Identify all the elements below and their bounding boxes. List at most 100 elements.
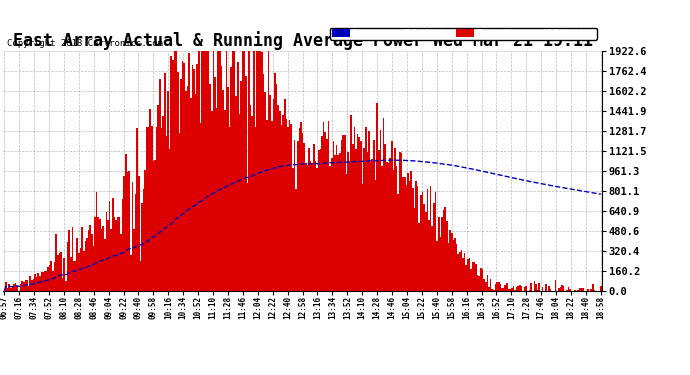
Bar	[90, 225, 91, 291]
Bar	[509, 289, 511, 291]
Bar	[235, 96, 237, 291]
Bar	[360, 141, 362, 291]
Bar	[319, 148, 322, 291]
Bar	[418, 224, 420, 291]
Bar	[251, 116, 253, 291]
Bar	[245, 76, 246, 291]
Bar	[286, 119, 287, 291]
Bar	[569, 289, 571, 291]
Bar	[97, 217, 99, 291]
Bar	[198, 51, 199, 291]
Bar	[164, 73, 166, 291]
Bar	[139, 261, 141, 291]
Bar	[19, 285, 21, 291]
Bar	[402, 177, 404, 291]
Bar	[480, 267, 482, 291]
Bar	[322, 136, 323, 291]
Bar	[60, 252, 62, 291]
Bar	[587, 289, 589, 291]
Bar	[149, 109, 151, 291]
Bar	[461, 250, 462, 291]
Bar	[574, 290, 575, 291]
Bar	[560, 287, 561, 291]
Bar	[41, 272, 42, 291]
Bar	[268, 51, 269, 291]
Bar	[117, 217, 119, 291]
Bar	[54, 262, 55, 291]
Bar	[274, 73, 276, 291]
Bar	[438, 217, 440, 291]
Bar	[125, 154, 127, 291]
Bar	[362, 184, 364, 291]
Bar	[230, 67, 232, 291]
Bar	[148, 128, 149, 291]
Bar	[184, 63, 185, 291]
Bar	[297, 141, 299, 291]
Bar	[192, 65, 193, 291]
Bar	[550, 289, 551, 291]
Bar	[489, 287, 490, 291]
Bar	[91, 234, 92, 291]
Bar	[221, 66, 222, 291]
Bar	[155, 160, 156, 291]
Bar	[324, 132, 326, 291]
Bar	[490, 279, 491, 291]
Bar	[491, 289, 493, 291]
Bar	[34, 274, 36, 291]
Bar	[519, 285, 521, 291]
Bar	[315, 161, 316, 291]
Bar	[526, 286, 527, 291]
Bar	[558, 288, 560, 291]
Bar	[31, 280, 32, 291]
Bar	[119, 217, 120, 291]
Bar	[412, 188, 413, 291]
Bar	[201, 51, 203, 291]
Bar	[59, 253, 60, 291]
Bar	[65, 281, 67, 291]
Bar	[206, 51, 208, 291]
Bar	[152, 160, 155, 291]
Bar	[157, 105, 159, 291]
Bar	[513, 286, 514, 291]
Bar	[107, 220, 109, 291]
Bar	[346, 174, 347, 291]
Bar	[12, 288, 13, 291]
Bar	[311, 163, 313, 291]
Bar	[478, 276, 480, 291]
Bar	[162, 117, 164, 291]
Bar	[472, 262, 473, 291]
Bar	[23, 282, 25, 291]
Bar	[21, 280, 23, 291]
Bar	[341, 140, 342, 291]
Bar	[401, 153, 402, 291]
Bar	[248, 51, 250, 291]
Bar	[331, 158, 333, 291]
Bar	[373, 140, 375, 291]
Bar	[407, 173, 408, 291]
Bar	[216, 108, 217, 291]
Bar	[222, 90, 224, 291]
Bar	[533, 280, 535, 291]
Bar	[408, 181, 411, 291]
Bar	[110, 229, 112, 291]
Bar	[137, 128, 138, 291]
Bar	[289, 120, 290, 291]
Bar	[273, 99, 274, 291]
Bar	[190, 98, 192, 291]
Bar	[83, 251, 84, 291]
Bar	[563, 286, 564, 291]
Bar	[467, 260, 469, 291]
Bar	[535, 284, 537, 291]
Bar	[115, 220, 117, 291]
Bar	[422, 192, 424, 291]
Bar	[14, 283, 17, 291]
Bar	[70, 256, 72, 291]
Bar	[555, 280, 556, 291]
Bar	[30, 276, 31, 291]
Bar	[36, 278, 37, 291]
Bar	[498, 282, 500, 291]
Bar	[308, 148, 310, 291]
Bar	[266, 120, 268, 291]
Bar	[593, 290, 595, 291]
Bar	[284, 99, 286, 291]
